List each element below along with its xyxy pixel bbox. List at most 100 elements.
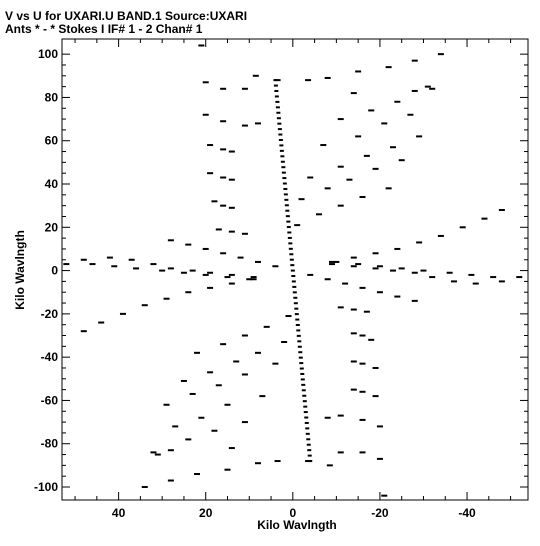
data-point <box>180 379 187 382</box>
data-point <box>376 425 383 428</box>
data-point <box>292 285 297 288</box>
data-point <box>368 109 375 112</box>
data-point <box>141 304 148 307</box>
data-point <box>228 447 235 450</box>
data-point <box>220 120 227 123</box>
data-point <box>285 315 292 318</box>
data-point <box>355 70 362 73</box>
data-point <box>376 291 383 294</box>
data-point <box>119 312 126 315</box>
data-point <box>389 146 396 149</box>
data-point <box>241 334 248 337</box>
data-point <box>299 367 304 370</box>
data-point <box>298 356 303 359</box>
data-point <box>411 59 418 62</box>
data-point <box>278 138 283 141</box>
data-point <box>63 263 70 266</box>
data-point <box>329 260 336 263</box>
data-point <box>289 258 294 261</box>
data-point <box>324 76 331 79</box>
data-point <box>355 263 362 266</box>
data-point <box>411 299 418 302</box>
data-point <box>372 167 379 170</box>
data-point <box>284 204 289 207</box>
data-point <box>277 122 282 125</box>
data-point <box>215 228 222 231</box>
data-point <box>106 256 113 259</box>
data-point <box>194 473 201 476</box>
data-point <box>359 451 366 454</box>
data-point <box>159 269 166 272</box>
data-point <box>385 66 392 69</box>
y-tick-label: 80 <box>45 90 59 104</box>
data-point <box>224 403 231 406</box>
data-point <box>290 269 295 272</box>
y-tick-label: -100 <box>34 480 58 494</box>
y-tick-label: 0 <box>51 264 58 278</box>
data-point <box>337 306 344 309</box>
x-axis-label: Kilo Wavlngth <box>257 518 337 532</box>
data-point <box>211 200 218 203</box>
data-point <box>303 411 308 414</box>
data-point <box>301 383 306 386</box>
data-point <box>252 74 259 77</box>
data-point <box>241 232 248 235</box>
data-point <box>272 265 279 268</box>
data-point <box>297 340 302 343</box>
data-point <box>250 278 257 281</box>
data-point <box>446 271 453 274</box>
data-point <box>274 90 279 93</box>
data-point <box>274 79 281 82</box>
data-point <box>207 371 214 374</box>
data-point <box>202 273 209 276</box>
data-point <box>306 438 311 441</box>
data-point <box>450 280 457 283</box>
data-point <box>337 165 344 168</box>
data-point <box>333 260 340 263</box>
data-point <box>289 253 294 256</box>
data-point <box>202 113 209 116</box>
data-point <box>385 187 392 190</box>
data-point <box>290 264 295 267</box>
x-tick-label: -40 <box>458 506 476 520</box>
data-point <box>98 321 105 324</box>
data-point <box>308 460 313 463</box>
data-point <box>305 432 310 435</box>
data-point <box>163 297 170 300</box>
data-point <box>228 230 235 233</box>
data-point <box>194 351 201 354</box>
data-point <box>337 451 344 454</box>
data-point <box>280 155 285 158</box>
data-point <box>389 269 396 272</box>
data-point <box>207 286 214 289</box>
data-point <box>237 256 244 259</box>
data-point <box>274 95 279 98</box>
data-point <box>283 193 288 196</box>
y-tick-label: -60 <box>41 393 59 407</box>
data-point <box>459 226 466 229</box>
chart-subtitle: Ants * - * Stokes I IF# 1 - 2 Chan# 1 <box>5 22 203 36</box>
data-point <box>298 198 305 201</box>
data-point <box>296 334 301 337</box>
data-point <box>293 296 298 299</box>
data-point <box>372 267 379 270</box>
data-point <box>228 150 235 153</box>
data-point <box>207 144 214 147</box>
data-point <box>275 106 280 109</box>
data-point <box>259 395 266 398</box>
data-point <box>363 154 370 157</box>
data-point <box>411 271 418 274</box>
data-point <box>394 100 401 103</box>
data-point <box>437 234 444 237</box>
data-point <box>286 220 291 223</box>
data-point <box>128 258 135 261</box>
data-point <box>220 148 227 151</box>
x-tick-label: 20 <box>199 506 213 520</box>
data-point <box>359 195 366 198</box>
data-point <box>326 464 333 467</box>
data-point <box>279 144 284 147</box>
data-point <box>350 265 357 268</box>
data-point <box>220 87 227 90</box>
data-point <box>296 329 301 332</box>
data-point <box>273 84 278 87</box>
